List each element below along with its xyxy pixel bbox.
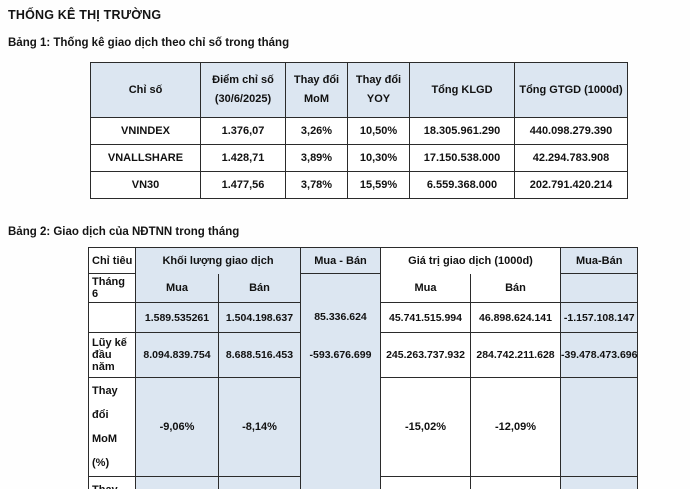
index-value-cell: 440.098.279.390: [514, 117, 628, 145]
net-volume-merged-cell: 85.336.624 -593.676.699: [300, 273, 381, 489]
table-row: VNINDEX 1.376,07 3,26% 10,50% 18.305.961…: [90, 117, 628, 145]
index-yoy-cell: 10,50%: [347, 117, 410, 145]
table1-header-yoy: Thay đổi YOY: [347, 62, 410, 118]
table-row: Lũy kế đầu năm 8.094.839.754 8.688.516.4…: [88, 332, 639, 378]
table2-header-month: Tháng 6: [88, 273, 136, 303]
index-volume-cell: 17.150.538.000: [409, 144, 515, 172]
value-sell-cell: 46.898.624.141: [470, 302, 561, 333]
table1-header-row: Chỉ số Điểm chỉ số (30/6/2025) Thay đổi …: [90, 62, 628, 118]
table2-header-criteria: Chỉ tiêu: [88, 247, 136, 274]
index-volume-cell: 18.305.961.290: [409, 117, 515, 145]
index-points-cell: 1.428,71: [200, 144, 286, 172]
table-row: VNALLSHARE 1.428,71 3,89% 10,30% 17.150.…: [90, 144, 628, 172]
net-volume-month-cell: 85.336.624: [314, 311, 367, 323]
row-label-mom: Thay đổi MoM (%): [88, 377, 136, 477]
table1-header-index: Chỉ số: [90, 62, 201, 118]
table2-header-value-group: Giá trị giao dịch (1000d): [380, 247, 561, 274]
index-mom-cell: 3,78%: [285, 171, 348, 199]
table2-volume-buy-header: Mua: [135, 273, 219, 303]
index-points-cell: 1.477,56: [200, 171, 286, 199]
index-yoy-cell: 10,30%: [347, 144, 410, 172]
table1-header-mom: Thay đổi MoM: [285, 62, 348, 118]
index-points-cell: 1.376,07: [200, 117, 286, 145]
table1-header-total-value: Tổng GTGD (1000d): [514, 62, 628, 118]
table2-value-sell-header: Bán: [470, 273, 561, 303]
value-sell-cell: 284.742.211.628: [470, 332, 561, 378]
index-statistics-table: Chỉ số Điểm chỉ số (30/6/2025) Thay đổi …: [90, 62, 628, 199]
empty-cell: [559, 377, 639, 477]
table-row: Thay đổi YoY(%) 39,29% -0,31% 28,88% -5,…: [88, 476, 639, 489]
net-value-cell: -39.478.473.696: [559, 332, 639, 378]
table2-header-net-value: Mua-Bán: [559, 247, 639, 274]
index-mom-cell: 3,89%: [285, 144, 348, 172]
index-name-cell: VNINDEX: [90, 117, 201, 145]
value-buy-cell: 45.741.515.994: [380, 302, 471, 333]
table1-header-points-line1: Điểm chỉ số: [212, 74, 274, 86]
net-value-cell: -1.157.108.147: [559, 302, 639, 333]
table2-header-volume-group: Khối lượng giao dịch: [135, 247, 301, 274]
table1-header-points-line2: (30/6/2025): [214, 93, 272, 105]
empty-cell: [301, 274, 380, 302]
table2-value-buy-header: Mua: [380, 273, 471, 303]
index-yoy-cell: 15,59%: [347, 171, 410, 199]
row-label-month: [88, 302, 136, 333]
volume-sell-cell: 1.504.198.637: [218, 302, 301, 333]
volume-sell-cell: -0,31%: [218, 476, 301, 489]
empty-cell: [559, 476, 639, 489]
index-volume-cell: 6.559.368.000: [409, 171, 515, 199]
table1-header-yoy-line2: YOY: [366, 93, 391, 105]
table2-volume-sell-header: Bán: [218, 273, 301, 303]
index-name-cell: VN30: [90, 171, 201, 199]
table2-header-net-volume: Mua - Bán: [300, 247, 381, 274]
index-mom-cell: 3,26%: [285, 117, 348, 145]
volume-buy-cell: 8.094.839.754: [135, 332, 219, 378]
index-value-cell: 42.294.783.908: [514, 144, 628, 172]
value-sell-cell: -5,89%: [470, 476, 561, 489]
table1-header-points: Điểm chỉ số (30/6/2025): [200, 62, 286, 118]
volume-sell-cell: -8,14%: [218, 377, 301, 477]
value-buy-cell: 28,88%: [380, 476, 471, 489]
empty-cell: [559, 273, 639, 303]
table-row: 1.589.535261 1.504.198.637 45.741.515.99…: [88, 302, 639, 333]
table2-caption: Bảng 2: Giao dịch của NĐTNN trong tháng: [8, 226, 240, 238]
row-label-yoy: Thay đổi YoY(%): [88, 476, 136, 489]
index-value-cell: 202.791.420.214: [514, 171, 628, 199]
net-volume-ytd-cell: -593.676.699: [309, 348, 372, 361]
table-row: Thay đổi MoM (%) -9,06% -8,14% -15,02% -…: [88, 377, 639, 477]
table2-header-row-2: Tháng 6 Mua Bán 85.336.624 -593.676.699 …: [88, 273, 639, 489]
table1-header-mom-line1: Thay đổi: [293, 74, 340, 86]
value-buy-cell: -15,02%: [380, 377, 471, 477]
table1-caption: Bảng 1: Thống kê giao dịch theo chỉ số t…: [8, 37, 290, 49]
value-sell-cell: -12,09%: [470, 377, 561, 477]
volume-buy-cell: 39,29%: [135, 476, 219, 489]
volume-sell-cell: 8.688.516.453: [218, 332, 301, 378]
table1-header-total-volume: Tổng KLGD: [409, 62, 515, 118]
table-row: VN30 1.477,56 3,78% 15,59% 6.559.368.000…: [90, 171, 628, 199]
index-name-cell: VNALLSHARE: [90, 144, 201, 172]
table2-header-row-1: Chỉ tiêu Khối lượng giao dịch Mua - Bán …: [88, 247, 639, 274]
table1-header-yoy-line1: Thay đổi: [355, 74, 402, 86]
volume-buy-cell: -9,06%: [135, 377, 219, 477]
page-title: THỐNG KÊ THỊ TRƯỜNG: [8, 8, 162, 22]
row-label-ytd: Lũy kế đầu năm: [88, 332, 136, 378]
value-buy-cell: 245.263.737.932: [380, 332, 471, 378]
table1-header-mom-line2: MoM: [303, 93, 330, 105]
foreign-investor-table: Chỉ tiêu Khối lượng giao dịch Mua - Bán …: [88, 247, 639, 489]
volume-buy-cell: 1.589.535261: [135, 302, 219, 333]
